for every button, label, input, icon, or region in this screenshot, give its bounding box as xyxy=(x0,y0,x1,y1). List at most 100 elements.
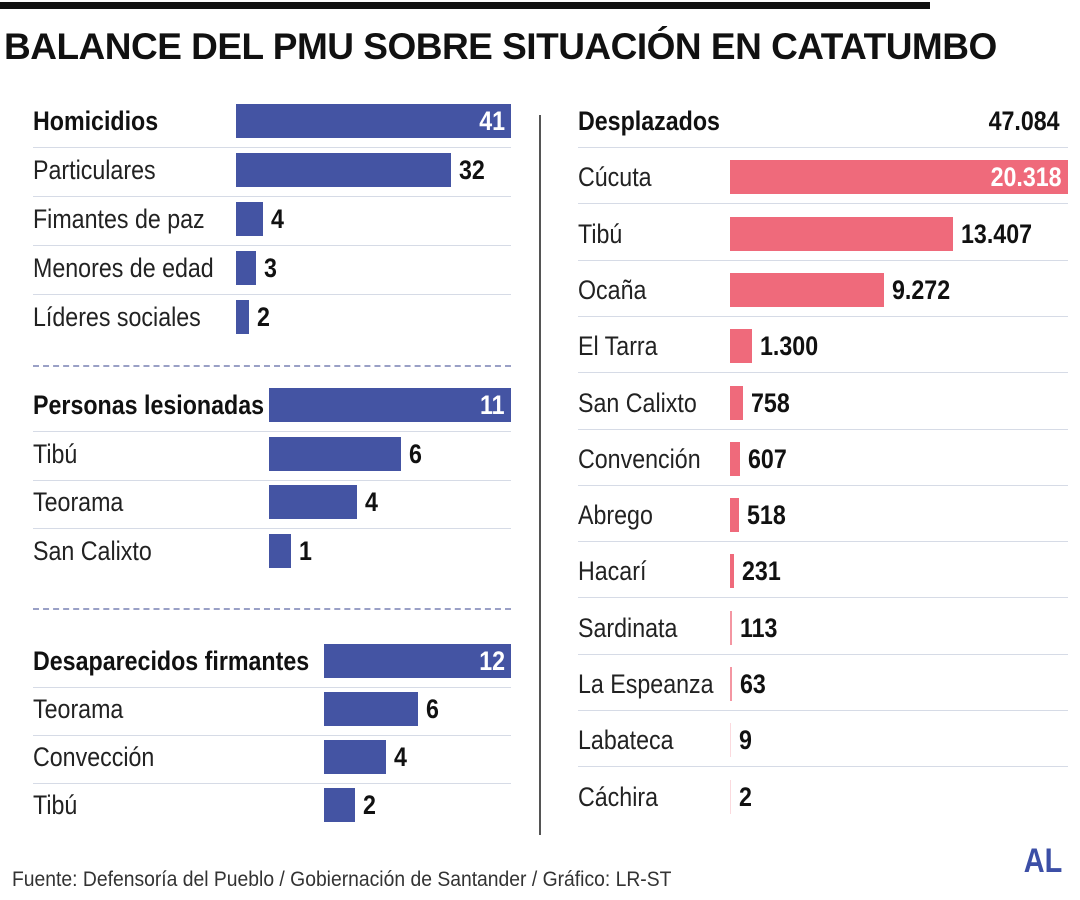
category-label: Labateca xyxy=(578,725,674,756)
row-separator xyxy=(33,147,511,148)
chart-row: La Espeanza 63 xyxy=(578,663,1068,711)
value-label: 113 xyxy=(740,612,778,643)
section-divider xyxy=(33,608,511,610)
category-label: Teorama xyxy=(33,694,124,724)
bar xyxy=(236,153,451,187)
chart-header-row: Desaparecidos firmantes 12 xyxy=(33,640,511,688)
row-separator xyxy=(578,428,1068,430)
chart-row: Hacarí 231 xyxy=(578,550,1068,599)
row-separator xyxy=(578,766,1068,768)
category-label: Abrego xyxy=(578,500,653,531)
chart-row: Teorama 4 xyxy=(33,481,511,529)
value-label: 2 xyxy=(257,302,270,332)
row-separator xyxy=(33,528,511,529)
value-label: 2 xyxy=(739,781,752,812)
total-value-label: 11 xyxy=(480,390,505,420)
category-label: Convección xyxy=(33,742,155,772)
bar xyxy=(730,216,953,251)
section-title: Homicidios xyxy=(33,106,159,136)
category-label: Menores de edad xyxy=(33,253,214,283)
bar xyxy=(730,441,740,476)
value-label: 1 xyxy=(299,535,312,566)
row-separator xyxy=(33,735,511,736)
source-note: Fuente: Defensoría del Pueblo / Gobierna… xyxy=(12,868,672,891)
total-value-label: 41 xyxy=(479,106,505,136)
category-label: Ocaña xyxy=(578,274,647,305)
chart-row: Líderes sociales 2 xyxy=(33,296,511,344)
chart-row: San Calixto 758 xyxy=(578,382,1068,430)
chart-row: Fimantes de paz 4 xyxy=(33,198,511,246)
chart-row: El Tarra 1.300 xyxy=(578,325,1068,374)
category-label: San Calixto xyxy=(33,535,152,566)
bar xyxy=(730,329,752,364)
chart-row: San Calixto 1 xyxy=(33,530,511,578)
row-separator xyxy=(33,294,511,295)
value-label: 231 xyxy=(742,556,781,587)
category-label: Tibú xyxy=(33,790,78,820)
total-bar xyxy=(236,104,511,138)
category-label: La Espeanza xyxy=(578,669,714,699)
row-separator xyxy=(578,653,1068,655)
value-label: 6 xyxy=(409,438,422,469)
value-label: 9 xyxy=(739,725,752,756)
column-divider xyxy=(539,115,541,835)
section-divider xyxy=(33,365,511,367)
value-label: 607 xyxy=(748,443,787,474)
category-label: Cúcuta xyxy=(578,162,652,193)
value-label: 4 xyxy=(394,742,407,772)
value-label: 32 xyxy=(459,155,485,185)
bar xyxy=(269,533,291,568)
bar xyxy=(269,436,401,471)
bar xyxy=(269,485,357,519)
category-label: Particulares xyxy=(33,155,156,185)
row-separator xyxy=(33,479,511,481)
category-label: San Calixto xyxy=(578,387,697,418)
bar xyxy=(236,300,249,334)
value-label: 6 xyxy=(426,694,439,724)
top-rule xyxy=(0,2,930,9)
chart-row: Particulares 32 xyxy=(33,149,511,197)
section-title: Desaparecidos firmantes xyxy=(33,646,310,676)
chart-row: Labateca 9 xyxy=(578,719,1068,768)
chart-row: Sardinata 113 xyxy=(578,607,1068,655)
chart-row: Tibú 13.407 xyxy=(578,213,1068,261)
chart-row: Teorama 6 xyxy=(33,688,511,736)
row-separator xyxy=(33,783,511,784)
row-separator xyxy=(33,245,511,246)
chart-row: Cúcuta 20.318 xyxy=(578,156,1068,205)
chart-row: Convención 607 xyxy=(578,438,1068,486)
row-separator xyxy=(33,687,511,688)
category-label: Fimantes de paz xyxy=(33,204,205,234)
value-label: 20.318 xyxy=(990,162,1062,193)
chart-title: BALANCE DEL PMU SOBRE SITUACIÓN EN CATAT… xyxy=(4,26,997,67)
category-label: Cáchira xyxy=(578,781,659,812)
bar xyxy=(730,272,884,307)
chart-row: Tibú 6 xyxy=(33,433,511,481)
bar xyxy=(324,740,386,774)
category-label: Teorama xyxy=(33,487,124,517)
value-label: 1.300 xyxy=(760,331,819,362)
category-label: Convención xyxy=(578,443,701,474)
chart-header-row: Homicidios 41 xyxy=(33,100,511,148)
row-separator xyxy=(578,597,1068,599)
value-label: 4 xyxy=(271,204,284,234)
value-label: 3 xyxy=(264,253,277,283)
bar xyxy=(730,610,732,645)
category-label: Sardinata xyxy=(578,612,678,643)
row-separator xyxy=(578,372,1068,374)
bar xyxy=(730,160,1068,195)
row-separator xyxy=(578,259,1068,261)
brand-logo: AL xyxy=(1023,842,1062,880)
row-separator xyxy=(578,203,1068,205)
chart-row: Tibú 2 xyxy=(33,784,511,832)
row-separator xyxy=(578,541,1068,543)
chart-row: Abrego 518 xyxy=(578,494,1068,543)
total-bar xyxy=(324,644,511,678)
bar xyxy=(730,667,732,701)
row-separator xyxy=(578,710,1068,711)
category-label: Tibú xyxy=(578,218,623,249)
chart-row: Menores de edad 3 xyxy=(33,247,511,295)
chart-row: Convección 4 xyxy=(33,736,511,784)
bar xyxy=(730,498,739,533)
value-label: 518 xyxy=(747,500,786,531)
